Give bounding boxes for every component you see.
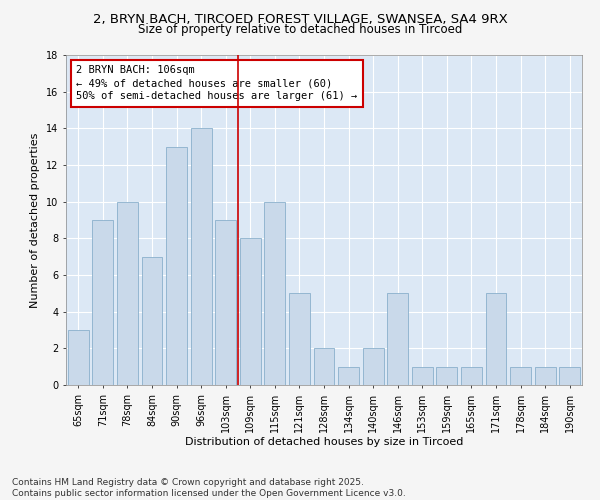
Bar [240, 238, 261, 385]
Text: Size of property relative to detached houses in Tircoed: Size of property relative to detached ho… [138, 22, 462, 36]
Bar [436, 366, 457, 385]
Bar [265, 202, 286, 385]
X-axis label: Distribution of detached houses by size in Tircoed: Distribution of detached houses by size … [185, 438, 463, 448]
Bar [68, 330, 89, 385]
Bar [314, 348, 334, 385]
Bar [142, 256, 163, 385]
Bar [387, 294, 408, 385]
Bar [117, 202, 138, 385]
Bar [559, 366, 580, 385]
Y-axis label: Number of detached properties: Number of detached properties [31, 132, 40, 308]
Bar [338, 366, 359, 385]
Bar [166, 146, 187, 385]
Bar [461, 366, 482, 385]
Bar [191, 128, 212, 385]
Bar [412, 366, 433, 385]
Bar [92, 220, 113, 385]
Bar [510, 366, 531, 385]
Bar [485, 294, 506, 385]
Bar [535, 366, 556, 385]
Bar [289, 294, 310, 385]
Bar [362, 348, 383, 385]
Bar [215, 220, 236, 385]
Text: 2 BRYN BACH: 106sqm
← 49% of detached houses are smaller (60)
50% of semi-detach: 2 BRYN BACH: 106sqm ← 49% of detached ho… [76, 65, 358, 102]
Text: Contains HM Land Registry data © Crown copyright and database right 2025.
Contai: Contains HM Land Registry data © Crown c… [12, 478, 406, 498]
Text: 2, BRYN BACH, TIRCOED FOREST VILLAGE, SWANSEA, SA4 9RX: 2, BRYN BACH, TIRCOED FOREST VILLAGE, SW… [92, 12, 508, 26]
